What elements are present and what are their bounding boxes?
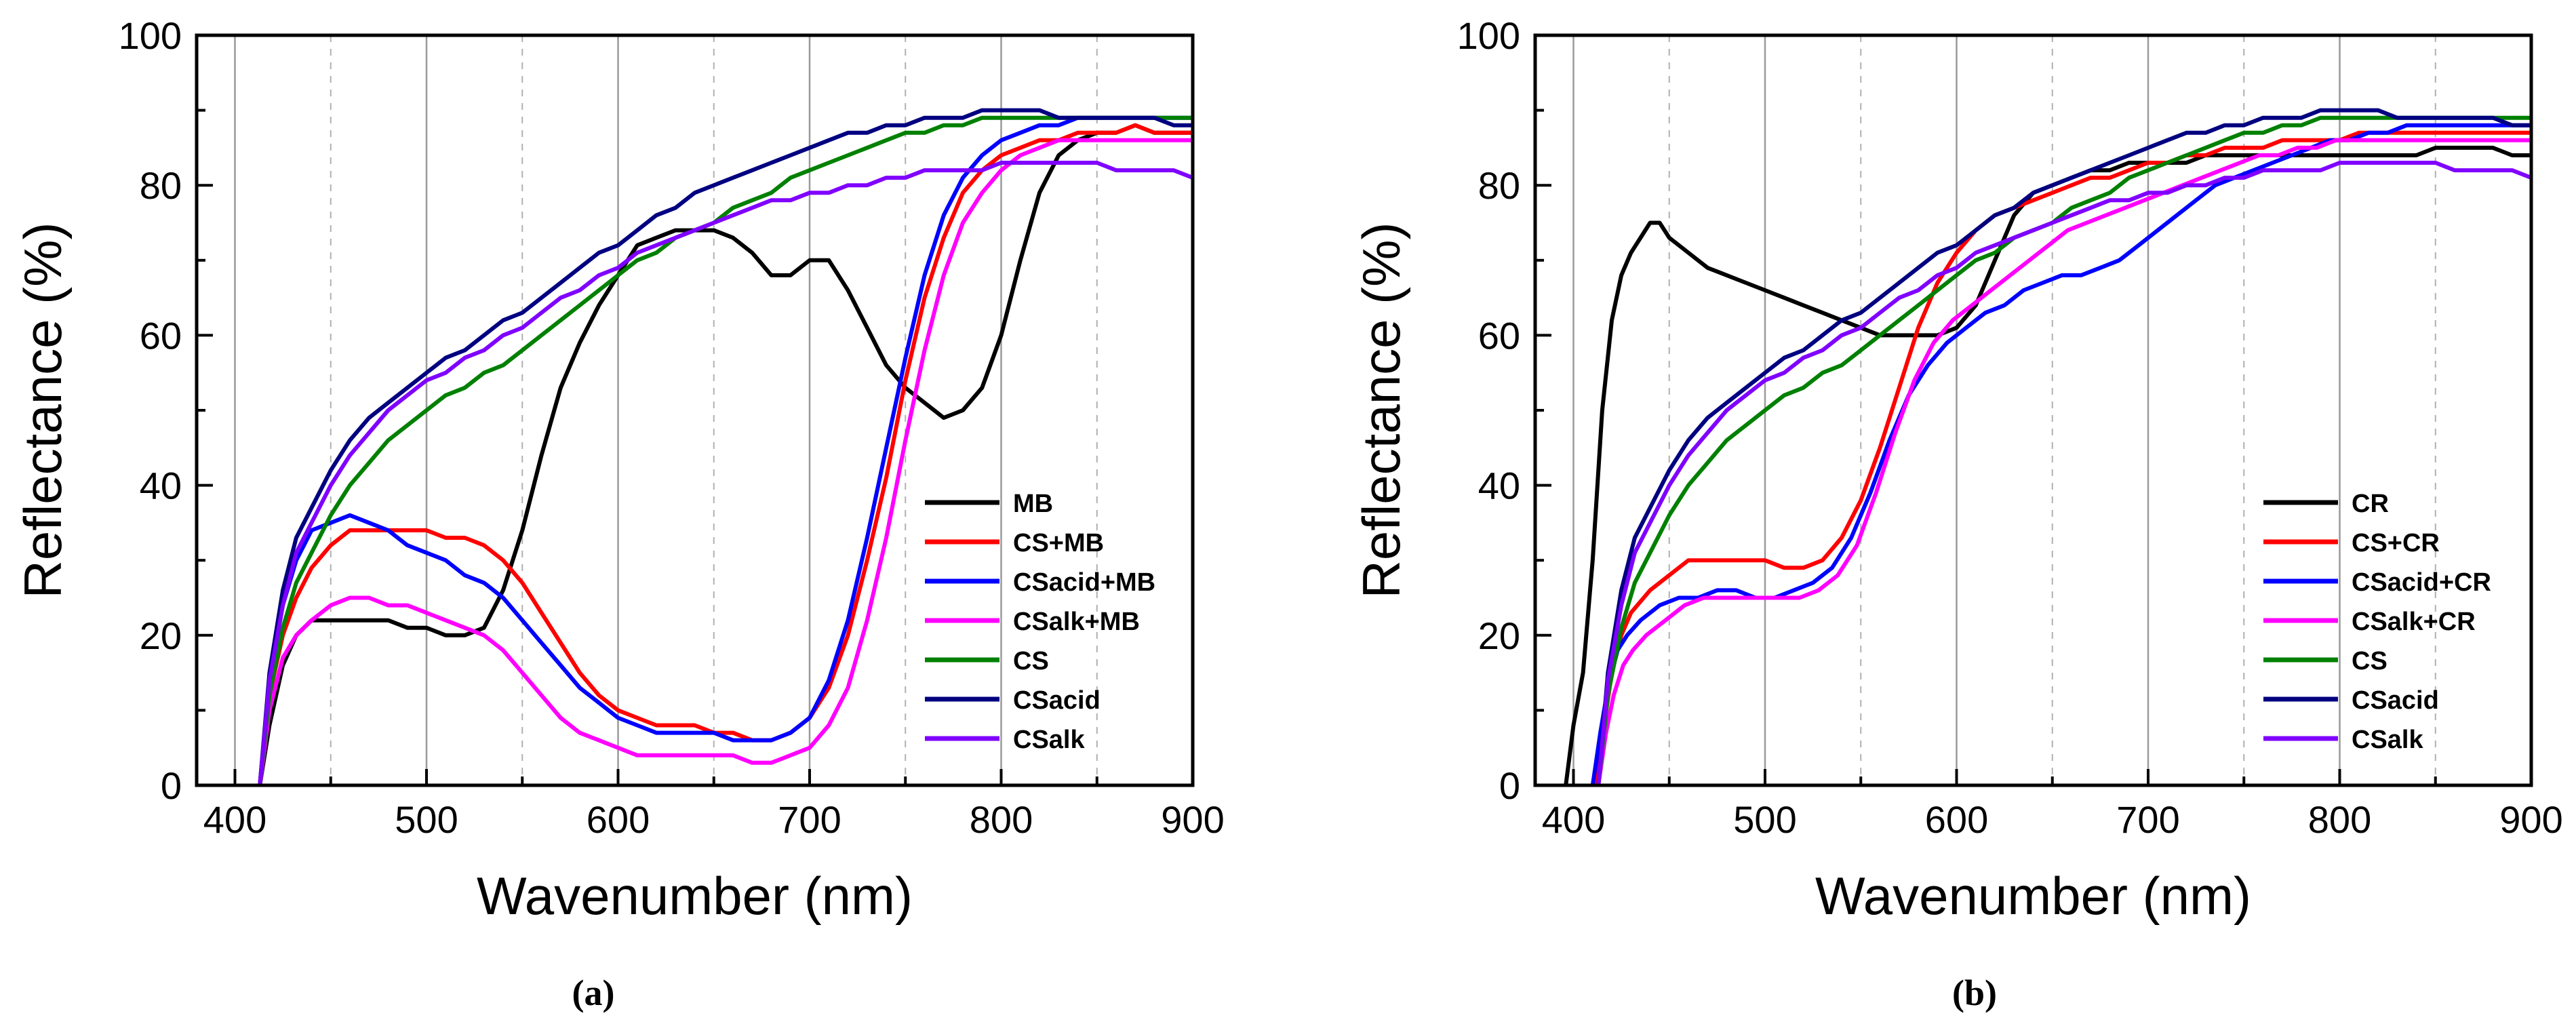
panel-a-legend-label: CSacid+MB bbox=[1013, 568, 1155, 597]
panel-a-x-tick-label: 400 bbox=[203, 798, 266, 841]
panel-b-legend-label: CR bbox=[2352, 490, 2389, 518]
panel-a-legend-label: CSalk+MB bbox=[1013, 608, 1140, 636]
panel-b-x-tick-label: 900 bbox=[2499, 798, 2562, 841]
panel-a-x-tick-label: 700 bbox=[778, 798, 841, 841]
panel-a-x-axis-title: Wavenumber (nm) bbox=[477, 866, 913, 926]
panel-a-y-tick-label: 100 bbox=[119, 14, 182, 57]
panel-b-x-tick-label: 600 bbox=[1925, 798, 1988, 841]
panel-b-chart: 400 500 600 700 800 900 0 20 40 60 80 100 Wavenumber… bbox=[1351, 14, 2563, 926]
panel-a-y-tick-label: 40 bbox=[140, 465, 182, 507]
panel-a-series-line-csacid-plus-mb bbox=[258, 115, 1193, 785]
panel-a-y-axis-title: Reflectance (%) bbox=[13, 222, 73, 599]
panel-b-y-tick-label: 20 bbox=[1478, 614, 1520, 657]
panel-b-legend-label: CSacid+CR bbox=[2352, 568, 2491, 597]
panel-b-y-tick-label: 100 bbox=[1457, 14, 1520, 57]
panel-a-y-tick-label: 20 bbox=[140, 614, 182, 657]
panel-a-series-line-csalk-plus-mb bbox=[258, 138, 1193, 785]
panel-a-legend-label: MB bbox=[1013, 490, 1053, 518]
panel-b-legend-label: CSalk+CR bbox=[2352, 608, 2476, 636]
panel-a-y-tick-label: 60 bbox=[140, 314, 182, 357]
panel-a-x-tick-label: 800 bbox=[970, 798, 1033, 841]
panel-b-caption: (b) bbox=[1952, 972, 1997, 1013]
panel-b-x-tick-label: 400 bbox=[1542, 798, 1605, 841]
panel-b-series-line-csacid-plus-cr bbox=[1590, 123, 2531, 785]
panel-b-legend-label: CS bbox=[2352, 647, 2387, 675]
panel-b-x-tick-label: 500 bbox=[1733, 798, 1796, 841]
panel-a-caption: (a) bbox=[572, 972, 615, 1013]
panel-a-legend-label: CSalk bbox=[1013, 726, 1085, 754]
panel-b-legend-label: CS+CR bbox=[2352, 529, 2440, 557]
panel-b-series-line-csalk-plus-cr bbox=[1596, 138, 2531, 785]
panel-b-y-tick-label: 40 bbox=[1478, 465, 1520, 507]
panel-b-x-tick-label: 800 bbox=[2308, 798, 2371, 841]
panel-a-chart: 400 500 600 700 800 900 0 20 40 60 80 100 Wavenumber… bbox=[13, 14, 1225, 926]
panel-b-y-tick-label: 60 bbox=[1478, 314, 1520, 357]
panel-b-y-tick-label: 0 bbox=[1499, 764, 1520, 807]
panel-b-series-line-csacid bbox=[1596, 108, 2531, 785]
panel-a-y-tick-label: 80 bbox=[140, 164, 182, 207]
panel-b-x-axis-title: Wavenumber (nm) bbox=[1815, 866, 2251, 926]
panel-a-x-tick-label: 600 bbox=[587, 798, 650, 841]
panel-b-legend-label: CSacid bbox=[2352, 686, 2439, 715]
panel-b-y-axis-title: Reflectance (%) bbox=[1351, 222, 1411, 599]
panel-b-legend-label: CSalk bbox=[2352, 726, 2423, 754]
panel-a-series-line-csacid bbox=[258, 108, 1193, 785]
panel-a-series-line-mb bbox=[258, 123, 1193, 785]
panel-a-x-tick-label: 900 bbox=[1161, 798, 1224, 841]
panel-a-series-line-csalk bbox=[258, 161, 1193, 785]
panel-a-y-tick-label: 0 bbox=[161, 764, 182, 807]
panel-a-legend: MB CS+MB CSacid+MB CSalk+MB CS CSacid CSalk bbox=[925, 490, 1155, 754]
panel-a-legend-label: CS bbox=[1013, 647, 1049, 675]
panel-b-series-group bbox=[1564, 108, 2531, 785]
panel-b-legend: CR CS+CR CSacid+CR CSalk+CR CS CSacid CSalk bbox=[2263, 490, 2491, 754]
panel-a-series-group bbox=[258, 108, 1193, 785]
panel-b-series-line-cr bbox=[1564, 145, 2531, 785]
panel-b-series-line-csalk bbox=[1596, 161, 2531, 785]
panel-a-x-tick-label: 500 bbox=[395, 798, 458, 841]
panel-a-legend-label: CSacid bbox=[1013, 686, 1101, 715]
panel-b-y-tick-label: 80 bbox=[1478, 164, 1520, 207]
panel-a-legend-label: CS+MB bbox=[1013, 529, 1104, 557]
panel-b-x-tick-label: 700 bbox=[2116, 798, 2179, 841]
